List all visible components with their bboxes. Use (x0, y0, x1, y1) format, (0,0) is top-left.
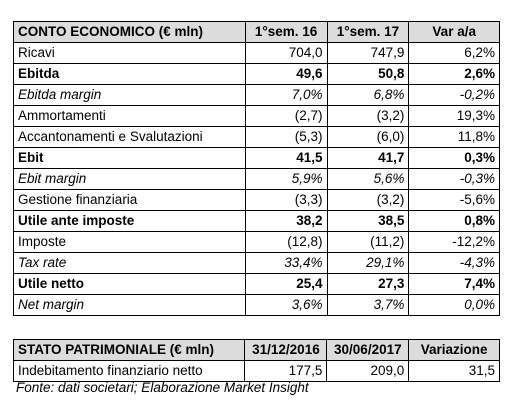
value-period-2: 50,8 (326, 63, 410, 85)
row-label: Utile netto (13, 273, 246, 295)
value-variation: 0,0% (408, 294, 500, 316)
value-variation: 0,3% (408, 147, 500, 169)
table-row: Utile netto 25,4 27,3 7,4% (13, 273, 500, 295)
value-period-2: 3,7% (326, 294, 410, 316)
row-label: Ebit margin (13, 168, 246, 190)
table-row: Ebitda margin 7,0% 6,8% -0,2% (13, 84, 500, 106)
table-row: Utile ante imposte 38,2 38,5 0,8% (13, 210, 500, 232)
row-label: Tax rate (13, 252, 246, 274)
row-label: Net margin (13, 294, 246, 316)
value-period-2: 6,8% (326, 84, 410, 106)
value-period-2: (3,2) (326, 105, 410, 127)
balance-sheet-header-row: STATO PATRIMONIALE (€ mln) 31/12/2016 30… (12, 339, 500, 361)
value-variation: -0,3% (408, 168, 500, 190)
header-date-2: 30/06/2017 (326, 339, 410, 361)
value-period-1: 704,0 (244, 42, 328, 64)
value-period-1: 38,2 (244, 210, 328, 232)
income-statement-table: CONTO ECONOMICO (€ mln) 1°sem. 16 1°sem.… (13, 21, 500, 316)
table-row: Ammortamenti (2,7) (3,2) 19,3% (13, 105, 500, 127)
value-period-1: 177,5 (244, 360, 328, 382)
row-label: Ebitda (13, 63, 246, 85)
value-period-2: 747,9 (326, 42, 410, 64)
row-label: Ammortamenti (13, 105, 246, 127)
value-period-2: 5,6% (326, 168, 410, 190)
row-label: Imposte (13, 231, 246, 253)
header-period-2: 1°sem. 17 (326, 21, 410, 43)
row-label: Utile ante imposte (13, 210, 246, 232)
table-row: Ebit 41,5 41,7 0,3% (13, 147, 500, 169)
value-variation: 11,8% (408, 126, 500, 148)
value-period-2: (6,0) (326, 126, 410, 148)
header-label: STATO PATRIMONIALE (€ mln) (12, 339, 246, 361)
value-variation: 19,3% (408, 105, 500, 127)
header-variation: Variazione (408, 339, 500, 361)
value-variation: -4,3% (408, 252, 500, 274)
row-label: Ricavi (13, 42, 246, 64)
header-label: CONTO ECONOMICO (€ mln) (13, 21, 246, 43)
header-date-1: 31/12/2016 (244, 339, 328, 361)
row-label: Gestione finanziaria (13, 189, 246, 211)
table-row: Indebitamento finanziario netto 177,5 209,… (12, 360, 500, 382)
value-period-1: 7,0% (244, 84, 328, 106)
value-variation: -5,6% (408, 189, 500, 211)
value-period-2: 29,1% (326, 252, 410, 274)
row-label: Indebitamento finanziario netto (12, 360, 246, 382)
value-variation: 6,2% (408, 42, 500, 64)
header-period-1: 1°sem. 16 (244, 21, 328, 43)
value-variation: 31,5 (408, 360, 500, 382)
value-variation: -0,2% (408, 84, 500, 106)
value-period-1: 41,5 (244, 147, 328, 169)
row-label: Ebit (13, 147, 246, 169)
header-variation: Var a/a (408, 21, 500, 43)
value-variation: -12,2% (408, 231, 500, 253)
table-row: Tax rate 33,4% 29,1% -4,3% (13, 252, 500, 274)
value-variation: 0,8% (408, 210, 500, 232)
value-period-2: 38,5 (326, 210, 410, 232)
value-period-2: 41,7 (326, 147, 410, 169)
row-label: Ebitda margin (13, 84, 246, 106)
balance-sheet-table: STATO PATRIMONIALE (€ mln) 31/12/2016 30… (12, 339, 500, 382)
table-row: Ebit margin 5,9% 5,6% -0,3% (13, 168, 500, 190)
income-statement-header-row: CONTO ECONOMICO (€ mln) 1°sem. 16 1°sem.… (13, 21, 500, 43)
value-variation: 2,6% (408, 63, 500, 85)
value-period-1: (3,3) (244, 189, 328, 211)
value-period-2: (11,2) (326, 231, 410, 253)
value-variation: 7,4% (408, 273, 500, 295)
value-period-1: 33,4% (244, 252, 328, 274)
table-row: Gestione finanziaria (3,3) (3,2) -5,6% (13, 189, 500, 211)
value-period-2: (3,2) (326, 189, 410, 211)
value-period-1: 5,9% (244, 168, 328, 190)
value-period-1: (2,7) (244, 105, 328, 127)
table-row: Net margin 3,6% 3,7% 0,0% (13, 294, 500, 316)
value-period-1: 25,4 (244, 273, 328, 295)
value-period-1: 3,6% (244, 294, 328, 316)
value-period-1: 49,6 (244, 63, 328, 85)
table-row: Ricavi 704,0 747,9 6,2% (13, 42, 500, 64)
table-row: Ebitda 49,6 50,8 2,6% (13, 63, 500, 85)
value-period-1: (5,3) (244, 126, 328, 148)
value-period-2: 209,0 (326, 360, 410, 382)
value-period-1: (12,8) (244, 231, 328, 253)
table-row: Accantonamenti e Svalutazioni (5,3) (6,0) 1… (13, 126, 500, 148)
row-label: Accantonamenti e Svalutazioni (13, 126, 246, 148)
value-period-2: 27,3 (326, 273, 410, 295)
source-note: Fonte: dati societari; Elaborazione Mark… (16, 380, 309, 395)
table-row: Imposte (12,8) (11,2) -12,2% (13, 231, 500, 253)
